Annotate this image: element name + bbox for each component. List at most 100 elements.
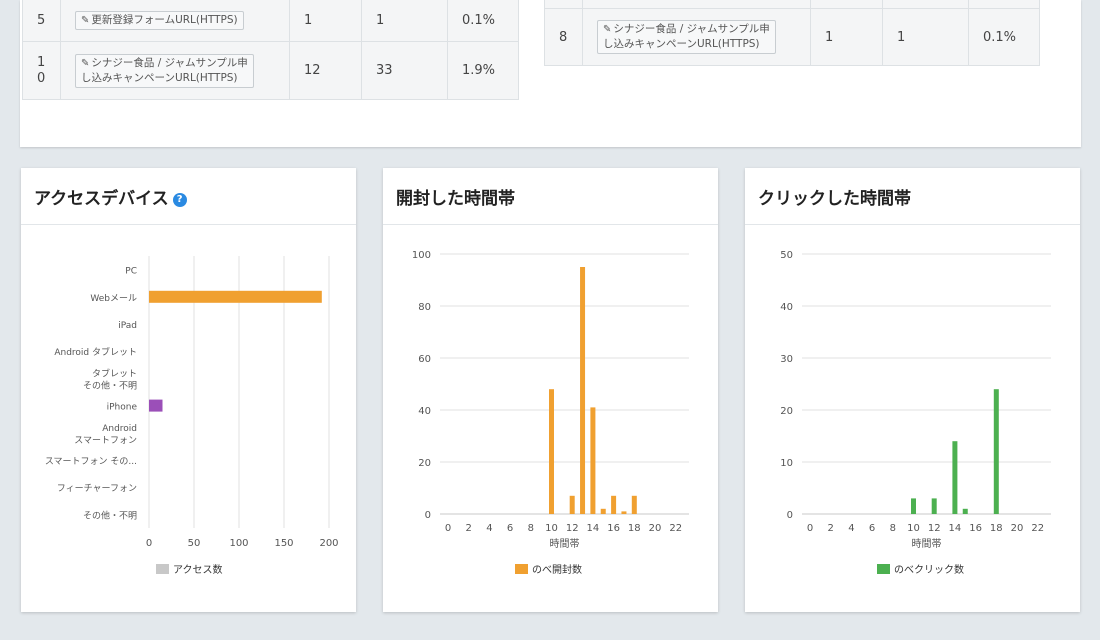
x-axis-title: 時間帯: [550, 537, 580, 550]
y-tick-label: フィーチャーフォン: [57, 483, 137, 494]
table-row: 8 ✎ シナジー食品 / ジャムサンプル申 し込みキャンペーンURL(HTTPS) …: [544, 8, 1040, 66]
y-tick-label: 20: [418, 458, 431, 469]
x-tick-label: 10: [907, 523, 920, 534]
y-tick-label: 0: [787, 510, 793, 521]
x-tick-label: 0: [146, 538, 152, 549]
y-tick-label: 40: [780, 302, 793, 313]
x-tick-label: 150: [274, 538, 293, 549]
bar: [931, 498, 937, 514]
x-tick-label: 12: [928, 523, 941, 534]
row-number: 5: [22, 0, 61, 42]
y-tick-label: 20: [780, 406, 793, 417]
url-label-cell: ✎ シナジー食品 / ジャムサンプル申 し込みキャンペーンURL(HTTPS): [60, 41, 290, 100]
y-tick-label: PC: [125, 267, 137, 277]
y-tick-label: タブレット: [92, 367, 137, 379]
x-tick-label: 50: [188, 538, 201, 549]
pencil-icon: ✎: [81, 14, 90, 26]
x-tick-label: 14: [587, 523, 600, 534]
bar: [952, 441, 958, 514]
count-cell: 1: [289, 0, 362, 42]
bar: [590, 407, 596, 514]
pencil-icon: ✎: [603, 24, 612, 35]
count-cell: 33: [361, 41, 448, 100]
legend-label: アクセス数: [173, 563, 223, 576]
y-tick-label: 30: [780, 354, 793, 365]
bar: [611, 495, 617, 514]
x-tick-label: 22: [669, 523, 682, 534]
bar: [631, 495, 637, 514]
legend-label: のべ開封数: [532, 563, 582, 576]
x-tick-label: 0: [445, 523, 451, 534]
x-tick-label: 2: [828, 523, 834, 534]
bar: [580, 267, 586, 514]
y-tick-label: 50: [780, 250, 793, 261]
x-tick-label: 0: [807, 523, 813, 534]
x-tick-label: 16: [607, 523, 620, 534]
row-number: 8: [544, 8, 583, 66]
url-tag[interactable]: ✎ 更新登録フォームURL(HTTPS): [75, 10, 244, 30]
url-tag[interactable]: ✎ シナジー食品 / ジャムサンプル申 し込みキャンペーンURL(HTTPS): [597, 20, 776, 54]
y-tick-label: iPhone: [107, 403, 138, 413]
count-cell: 1: [810, 8, 883, 66]
x-tick-label: 100: [229, 538, 248, 549]
x-tick-label: 18: [990, 523, 1003, 534]
percent-cell: 0.1%: [447, 0, 519, 42]
table-row: [544, 0, 1040, 9]
url-label-cell: ✎ 更新登録フォームURL(HTTPS): [60, 0, 290, 42]
x-tick-label: 20: [1011, 523, 1024, 534]
y-tick-label: 80: [418, 302, 431, 313]
x-tick-label: 12: [566, 523, 579, 534]
access-device-card: アクセスデバイス? 0 50 100 150 200 PC Webメール iPad Androi…: [21, 168, 356, 612]
y-tick-label: 100: [412, 250, 431, 261]
x-tick-label: 4: [486, 523, 492, 534]
x-tick-label: 6: [869, 523, 875, 534]
legend-swatch: [156, 564, 169, 574]
legend-label: のべクリック数: [894, 563, 964, 576]
bar: [149, 290, 322, 303]
bar: [993, 389, 999, 514]
y-tick-label: スマートフォン その...: [45, 456, 137, 467]
y-tick-label: Webメール: [90, 294, 137, 304]
y-tick-label: 60: [418, 354, 431, 365]
url-tag[interactable]: ✎ シナジー食品 / ジャムサンプル申 し込みキャンペーンURL(HTTPS): [75, 53, 254, 88]
x-tick-label: 10: [545, 523, 558, 534]
click-hour-card: クリックした時間帯 0 10 20 30 40 50 0 2 4 6 8 10 12 14 16 18 20 22…: [745, 168, 1080, 612]
question-circle-icon[interactable]: ?: [172, 193, 187, 207]
pencil-icon: ✎: [81, 57, 90, 69]
bar: [600, 508, 606, 514]
card-title: 開封した時間帯: [396, 189, 515, 209]
x-tick-label: 16: [969, 523, 982, 534]
percent-cell: 0.1%: [968, 8, 1040, 66]
x-tick-label: 14: [949, 523, 962, 534]
bar: [962, 508, 968, 514]
count-cell: 1: [882, 8, 969, 66]
percent-cell: 1.9%: [447, 41, 519, 100]
x-tick-label: 8: [890, 523, 896, 534]
url-label-cell: ✎ シナジー食品 / ジャムサンプル申 し込みキャンペーンURL(HTTPS): [582, 8, 811, 66]
x-tick-label: 18: [628, 523, 641, 534]
y-tick-label: Android タブレット: [54, 346, 137, 358]
legend-swatch: [877, 564, 890, 574]
x-tick-label: 6: [507, 523, 513, 534]
y-tick-label: iPad: [118, 321, 137, 331]
y-tick-label: 0: [425, 510, 431, 521]
card-header: 開封した時間帯: [383, 168, 718, 225]
x-tick-label: 22: [1031, 523, 1044, 534]
x-tick-label: 2: [466, 523, 472, 534]
card-header: クリックした時間帯: [745, 168, 1080, 225]
count-cell: 12: [289, 41, 362, 100]
y-tick-label: その他・不明: [83, 379, 137, 391]
y-tick-label: 40: [418, 406, 431, 417]
x-tick-label: 8: [528, 523, 534, 534]
x-tick-label: 200: [319, 538, 338, 549]
card-title: アクセスデバイス: [34, 189, 169, 209]
card-header: アクセスデバイス?: [21, 168, 356, 225]
bar: [569, 495, 575, 514]
y-tick-label: Android: [102, 424, 137, 434]
y-tick-label: その他・不明: [83, 509, 137, 521]
table-row: 5 ✎ 更新登録フォームURL(HTTPS) 1 1 0.1%: [22, 0, 519, 42]
